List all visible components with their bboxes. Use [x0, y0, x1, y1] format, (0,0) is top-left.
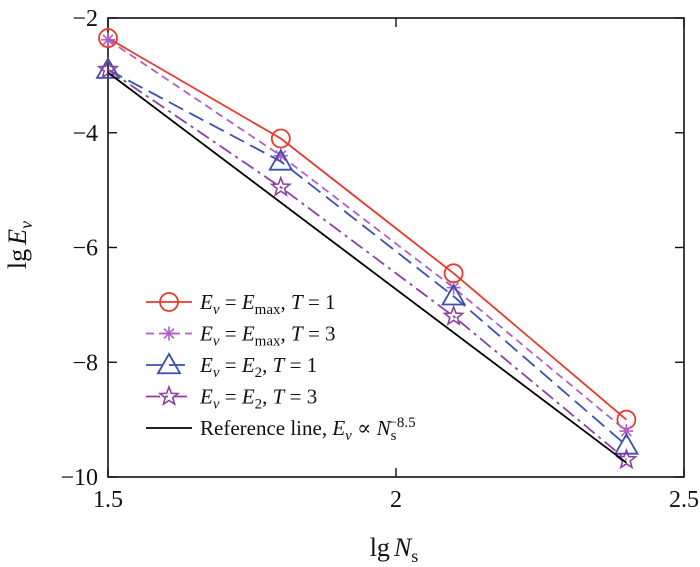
data-point-triangle-marker [441, 283, 467, 306]
x-tick-label: 2.5 [669, 487, 699, 513]
legend-entry: Ev = Emax, T = 3 [146, 322, 336, 350]
x-tick-label: 2 [390, 487, 402, 513]
data-point-star-marker [157, 384, 181, 407]
series-5 [107, 71, 627, 464]
legend-entry: Ev = E2, T = 1 [146, 352, 317, 381]
y-axis-title: lgEv [3, 221, 36, 269]
data-point-triangle-marker [268, 148, 294, 171]
data-point-circle-marker [270, 128, 291, 149]
series-4 [96, 57, 638, 470]
legend-label: Ev = E2, T = 1 [199, 353, 317, 381]
legend-entry: Ev = Emax, T = 1 [146, 290, 336, 318]
data-point-triangle-marker [156, 352, 182, 375]
series-line [107, 71, 627, 464]
series-line [107, 39, 627, 432]
axes: 1.5 2 2.5 −2 −4 −6 −8 −10 [60, 6, 699, 513]
data-point-star-marker [442, 304, 465, 326]
data-point-circle-marker [159, 292, 179, 312]
series-line [107, 68, 627, 447]
legend-label: Ev = E2, T = 3 [199, 385, 317, 413]
legend-label: Ev = Emax, T = 1 [199, 290, 336, 318]
y-tick-label: −8 [72, 350, 98, 376]
y-tick-label: −10 [60, 465, 98, 491]
series-3 [95, 56, 639, 455]
y-tick-label: −4 [72, 121, 98, 147]
data-point-asterisk-marker [162, 326, 176, 341]
series-line [107, 68, 627, 461]
data-point-circle-marker [98, 28, 118, 48]
data-point-star-marker [96, 57, 120, 80]
data-point-triangle-marker [95, 56, 121, 79]
series-line [107, 37, 627, 421]
y-tick-label: −2 [72, 6, 98, 32]
data-point-asterisk-marker [101, 32, 115, 47]
data-point-triangle-marker [613, 432, 639, 455]
y-tick-label: −6 [72, 236, 98, 262]
plot-series [95, 28, 639, 470]
legend-label: Ev = Emax, T = 3 [199, 322, 336, 350]
data-point-star-marker [269, 175, 293, 197]
x-tick-label: 1.5 [93, 487, 123, 513]
legend-entry: Ev = E2, T = 3 [146, 385, 317, 413]
legend-entry: Reference line, Ev ∝ Ns−8.5 [146, 415, 416, 444]
axis-labels: lg Ns lgEv [3, 221, 418, 566]
x-axis-title: lg Ns [370, 533, 419, 566]
legend: Ev = Emax, T = 1 Ev = Emax, T = 3 Ev = E2,… [146, 290, 416, 444]
series-2 [101, 32, 634, 439]
legend-label: Reference line, Ev ∝ Ns−8.5 [200, 415, 416, 444]
